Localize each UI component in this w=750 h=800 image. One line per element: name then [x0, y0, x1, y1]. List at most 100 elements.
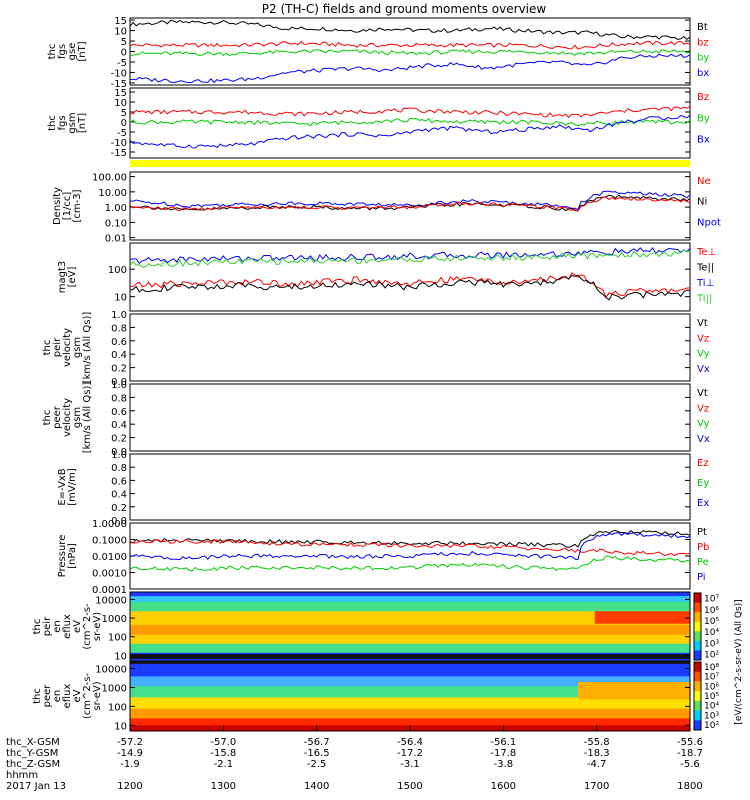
y-tick-label: 0.0 [111, 516, 127, 527]
colorbar-frame [693, 592, 702, 661]
series-Bz [130, 105, 691, 119]
y-axis-label: thc [42, 340, 53, 356]
y-tick-label: -10 [111, 68, 127, 79]
legend-Ez: Ez [697, 458, 709, 469]
y-axis-label: fgs [57, 115, 68, 130]
y-tick-label: 1.0 [111, 380, 127, 391]
y-tick-label: 0.0100 [92, 552, 127, 563]
spectrogram-band [130, 596, 690, 603]
spectrogram-band [130, 643, 690, 654]
legend-Ey: Ey [697, 478, 709, 489]
y-tick-label: 1.00 [105, 203, 127, 214]
y-tick-label: 10 [114, 293, 127, 304]
x-row-value: -18.7 [677, 748, 703, 759]
x-row-value: -56.1 [490, 737, 516, 748]
series-Bx [129, 114, 691, 149]
y-axis-label: en [52, 690, 63, 703]
y-axis-label: thc [47, 115, 58, 131]
y-tick-label: -5 [117, 58, 127, 69]
y-tick-label: 0.4 [111, 490, 127, 501]
y-tick-label: 100 [108, 702, 127, 713]
y-tick-label: 5 [121, 37, 127, 48]
y-axis-label: (cm^2-s- [82, 672, 93, 719]
colorbar-frame [693, 661, 702, 731]
y-axis-label: thc [42, 410, 53, 426]
y-tick-label: 0.2 [111, 364, 127, 375]
y-tick-label: 100 [108, 633, 127, 644]
y-axis-label: gse [67, 43, 78, 61]
y-tick-label: 1.0 [111, 450, 127, 461]
panel-frame [129, 242, 691, 312]
electron-colorbar-tick: 10⁵ [704, 692, 719, 702]
electron-colorbar-tick: 10² [704, 721, 719, 731]
panel-frame [129, 87, 691, 159]
legend-bz: bz [697, 37, 709, 48]
y-tick-label: 5 [121, 108, 127, 119]
x-row-value: -17.8 [490, 748, 516, 759]
electron-colorbar-tick: 10³ [704, 711, 719, 721]
spectrogram-band [130, 634, 690, 645]
ion-colorbar-tick: 10⁶ [704, 606, 719, 616]
spectrogram-band [578, 682, 690, 700]
colorbar-segment [694, 691, 701, 702]
series-bz [129, 40, 691, 50]
panel-temperature: 100 10 magt3 [eV] Te⊥ Te|| Ti⊥ Ti|| [57, 242, 716, 312]
y-axis-label: eflux [62, 684, 73, 709]
colorbar-label: [eV/(cm^2-s-sr-eV) (All Qs)] [734, 599, 744, 724]
y-axis-label: gsm [67, 112, 78, 133]
y-tick-label: 10000 [95, 595, 127, 606]
y-axis-label: E=-VxB [57, 468, 68, 505]
x-tick-label: 1200 [117, 781, 142, 792]
legend-Bt: Bt [697, 22, 708, 33]
spectrogram-band [130, 708, 690, 719]
spectrogram-band [130, 686, 690, 698]
colorbar-segment [694, 671, 701, 682]
y-axis-label: peer [52, 405, 63, 429]
y-axis-label: eV [72, 620, 83, 633]
x-row-value: -55.6 [677, 737, 703, 748]
x-row-label: thc_Z-GSM [6, 759, 60, 770]
legend-Ni: Ni [697, 197, 707, 208]
legend-Te||: Te|| [696, 263, 714, 274]
y-axis-label: [nT] [77, 41, 88, 61]
x-row-value: -2.1 [214, 759, 234, 770]
y-axis-label: [cm-3] [72, 189, 83, 222]
y-tick-label: 0.8 [111, 463, 127, 474]
x-row-value: -56.7 [304, 737, 330, 748]
colorbar-segment [694, 631, 701, 642]
panel-frame [129, 313, 691, 382]
flag-bar [130, 160, 690, 167]
y-axis-label: fgs [57, 44, 68, 59]
y-axis-label: velocity [62, 328, 73, 367]
series-Npot [129, 190, 691, 210]
y-tick-label: 0.10 [105, 218, 127, 229]
series-Te⊥ [129, 272, 690, 299]
x-row-value: -57.0 [210, 737, 236, 748]
colorbar-segment [694, 720, 701, 731]
ion-colorbar-tick: 10³ [704, 639, 719, 649]
legend-Vz: Vz [697, 333, 709, 344]
legend-Te⊥: Te⊥ [696, 247, 716, 258]
y-axis-label: [nT] [77, 113, 88, 133]
y-axis-label: peer [42, 684, 53, 708]
x-row-value: -56.4 [397, 737, 423, 748]
panel-ion_spectrogram: 10000 1000 100 10 thc peir en eflux eV (cm^2-s-sr… [32, 591, 691, 662]
legend-by: by [697, 53, 709, 64]
ion-colorbar-tick: 10⁵ [704, 617, 719, 627]
y-axis-label: Pressure [57, 535, 68, 578]
y-tick-label: 15 [114, 88, 127, 99]
series-Te|| [129, 274, 691, 301]
x-row-value: -16.5 [304, 748, 330, 759]
electron-colorbar-tick: 10⁶ [704, 682, 719, 692]
electron-colorbar-tick: 10⁴ [704, 702, 719, 712]
y-tick-label: 0.0 [111, 447, 127, 458]
series-Ti|| [129, 249, 691, 268]
legend-Pe: Pe [697, 557, 709, 568]
spectrogram-band [130, 718, 690, 726]
x-tick-label: 1500 [397, 781, 422, 792]
colorbar-segment [694, 662, 701, 673]
y-tick-label: 0.01 [105, 234, 127, 245]
y-axis-label: magt3 [57, 261, 68, 294]
y-axis-label: eV [72, 689, 83, 702]
